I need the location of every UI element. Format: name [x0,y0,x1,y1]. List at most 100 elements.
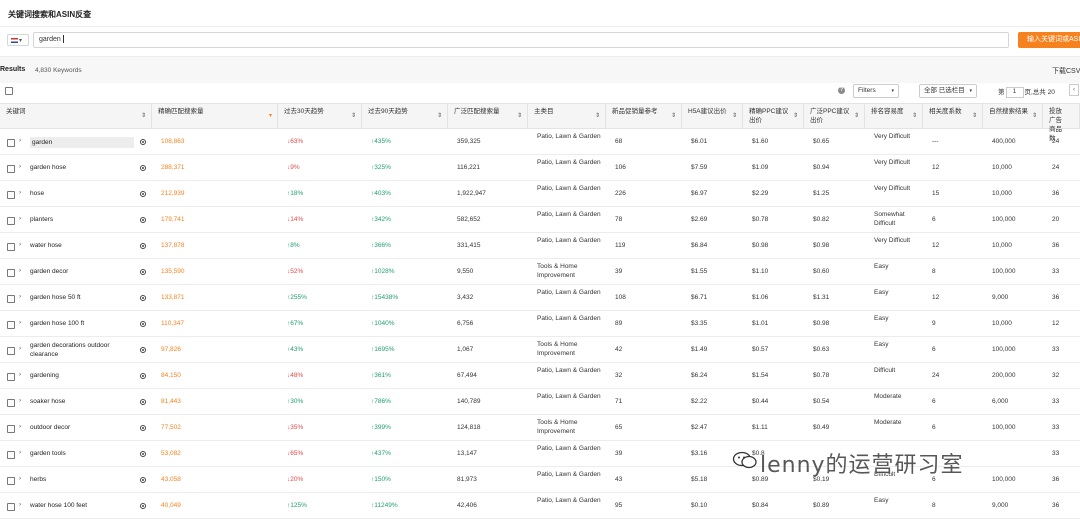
expand-chevron-icon[interactable]: › [19,501,22,508]
expand-chevron-icon[interactable]: › [19,293,22,300]
column-header-8[interactable]: 精确PPC建议出价 ⇕ [743,103,804,129]
prev-page-button[interactable]: ‹ [1069,84,1079,96]
row-checkbox[interactable] [7,399,15,407]
select-all-checkbox[interactable] [5,87,13,95]
expand-chevron-icon[interactable]: › [19,449,22,456]
search-input[interactable]: garden [33,32,1009,48]
download-csv-button[interactable]: 下载CSV [1052,68,1080,75]
sort-icon[interactable]: ⇕ [140,113,146,119]
keyword-detail-icon[interactable] [140,165,146,171]
sort-icon[interactable]: ⇕ [670,113,676,119]
cell-d30: ↑67% [287,320,304,327]
keyword-text[interactable]: garden hose [30,164,67,171]
keyword-detail-icon[interactable] [140,347,146,353]
keyword-text[interactable]: outdoor decor [30,424,71,431]
column-header-4[interactable]: 广泛匹配搜索量 ⇕ [448,103,528,129]
keyword-detail-icon[interactable] [140,373,146,379]
row-checkbox[interactable] [7,451,15,459]
row-checkbox[interactable] [7,295,15,303]
keyword-text[interactable]: herbs [30,476,47,483]
row-checkbox[interactable] [7,347,15,355]
keyword-detail-icon[interactable] [140,139,146,145]
column-header-13[interactable]: 投放广告商品数 [1043,103,1080,142]
column-header-3[interactable]: 过去90天趋势 ⇕ [362,103,448,129]
expand-chevron-icon[interactable]: › [19,189,22,196]
row-checkbox[interactable] [7,321,15,329]
sort-icon[interactable]: ⇕ [516,113,522,119]
keyword-detail-icon[interactable] [140,503,146,509]
cell-broad: 359,325 [457,138,481,145]
expand-chevron-icon[interactable]: › [19,345,22,352]
keyword-detail-icon[interactable] [140,191,146,197]
sort-icon[interactable]: ⇕ [436,113,442,119]
sort-icon[interactable]: ⇕ [594,113,600,119]
row-checkbox[interactable] [7,373,15,381]
keyword-text[interactable]: garden tools [30,450,66,457]
column-header-0[interactable]: 关键词 ⇕ [0,103,152,129]
row-checkbox[interactable] [7,139,15,147]
keyword-detail-icon[interactable] [140,451,146,457]
row-checkbox[interactable] [7,243,15,251]
help-icon[interactable]: ? [838,87,845,94]
row-checkbox[interactable] [7,503,15,511]
keyword-detail-icon[interactable] [140,243,146,249]
keyword-detail-icon[interactable] [140,399,146,405]
row-checkbox[interactable] [7,191,15,199]
keyword-detail-icon[interactable] [140,321,146,327]
keyword-text[interactable]: garden hose 100 ft [30,320,85,327]
keyword-text[interactable]: gardening [30,372,59,379]
column-header-1[interactable]: 精确匹配搜索量 ▾ [152,103,278,129]
column-header-10[interactable]: 排名容易度 ⇕ [865,103,923,129]
sort-icon[interactable]: ⇕ [792,113,798,119]
expand-chevron-icon[interactable]: › [19,371,22,378]
sort-icon[interactable]: ⇕ [731,113,737,119]
expand-chevron-icon[interactable]: › [19,137,22,144]
search-button[interactable]: 输入关键词或ASIN [1018,32,1080,48]
expand-chevron-icon[interactable]: › [19,397,22,404]
expand-chevron-icon[interactable]: › [19,163,22,170]
sort-icon[interactable]: ⇕ [911,113,917,119]
keyword-detail-icon[interactable] [140,269,146,275]
keyword-detail-icon[interactable] [140,425,146,431]
sort-icon[interactable]: ⇕ [971,113,977,119]
keyword-text[interactable]: soaker hose [30,398,66,405]
expand-chevron-icon[interactable]: › [19,215,22,222]
row-checkbox[interactable] [7,477,15,485]
row-checkbox[interactable] [7,269,15,277]
keyword-text[interactable]: planters [30,216,54,223]
keyword-text[interactable]: water hose 100 feet [30,502,88,509]
column-selector[interactable]: 全部 已选栏目 ▾ [919,84,977,98]
row-checkbox[interactable] [7,165,15,173]
page-input[interactable]: 1 [1005,86,1024,98]
sort-icon[interactable]: ⇕ [350,113,356,119]
row-checkbox[interactable] [7,425,15,433]
keyword-text[interactable]: garden decorations outdoor clearance [30,342,110,358]
expand-chevron-icon[interactable]: › [19,267,22,274]
filters-dropdown[interactable]: Filters ▾ [853,84,899,98]
keyword-text[interactable]: garden hose 50 ft [30,294,81,301]
country-select[interactable]: ▾ [7,34,29,46]
column-header-11[interactable]: 相关度系数 ⇕ [923,103,983,129]
keyword-detail-icon[interactable] [140,477,146,483]
keyword-text[interactable]: water hose [30,242,62,249]
sort-icon[interactable]: ⇕ [1031,113,1037,119]
row-checkbox[interactable] [7,217,15,225]
keyword-text[interactable]: garden [30,137,134,148]
keyword-detail-icon[interactable] [140,217,146,223]
column-header-7[interactable]: H5A建议出价 ⇕ [682,103,743,129]
cell-ads: 33 [1052,346,1060,353]
sort-icon[interactable]: ⇕ [853,113,859,119]
keyword-text[interactable]: garden decor [30,268,69,275]
column-header-2[interactable]: 过去30天趋势 ⇕ [278,103,362,129]
column-header-6[interactable]: 新品促销量参考 ⇕ [606,103,682,129]
expand-chevron-icon[interactable]: › [19,475,22,482]
keyword-detail-icon[interactable] [140,295,146,301]
column-header-5[interactable]: 主类目 ⇕ [528,103,606,129]
expand-chevron-icon[interactable]: › [19,241,22,248]
keyword-text[interactable]: hose [30,190,45,197]
column-header-12[interactable]: 自然搜索结果 ⇕ [983,103,1043,129]
sort-icon[interactable]: ▾ [268,113,272,119]
expand-chevron-icon[interactable]: › [19,423,22,430]
column-header-9[interactable]: 广泛PPC建议出价 ⇕ [804,103,865,129]
expand-chevron-icon[interactable]: › [19,319,22,326]
